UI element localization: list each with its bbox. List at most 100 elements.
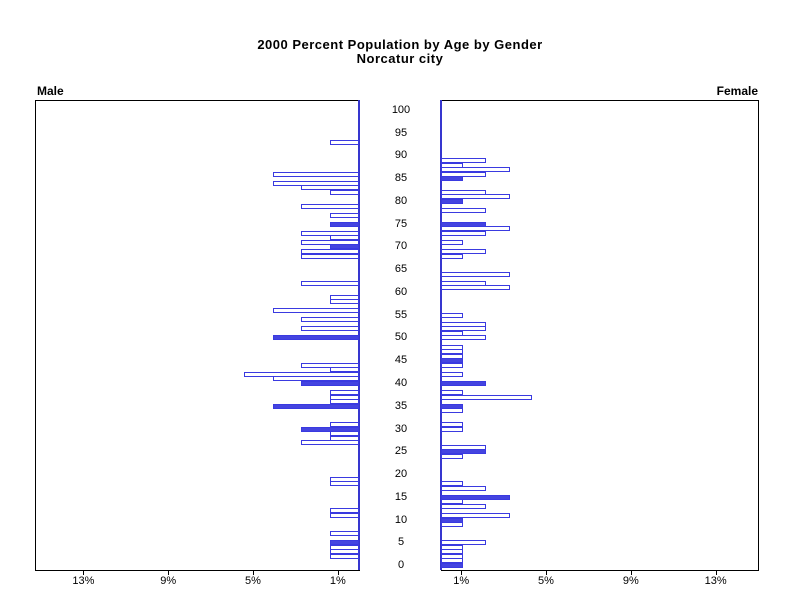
male-center-axis-line (358, 100, 360, 570)
female-bar-age-24 (441, 453, 463, 459)
female-bar-age-45 (441, 358, 463, 364)
female-axis-label-5: 5% (538, 575, 554, 587)
age-axis-label-5: 5 (397, 536, 405, 549)
female-bar-age-42 (441, 371, 463, 377)
male-axis-label-9: 9% (160, 575, 177, 587)
male-axis-tick-5 (253, 570, 254, 575)
female-axis-tick-5 (546, 570, 547, 575)
female-bar-age-15 (441, 494, 510, 500)
age-axis-label-90: 90 (394, 149, 408, 162)
age-axis-label-50: 50 (394, 331, 408, 344)
age-axis-label-30: 30 (394, 422, 408, 435)
male-axis-label-13: 13% (72, 575, 95, 587)
age-axis-label-65: 65 (394, 263, 408, 276)
female-bar-age-61 (441, 285, 510, 291)
female-axis-label-1: 1% (453, 575, 470, 587)
male-bar-age-5 (330, 540, 359, 546)
female-bar-age-74 (441, 226, 510, 232)
female-axis-label-9: 9% (622, 575, 639, 587)
male-bar-age-18 (330, 481, 359, 487)
age-axis-label-75: 75 (394, 217, 408, 230)
male-bar-age-50 (273, 335, 359, 341)
female-axis-label-13: 13% (704, 575, 727, 587)
female-bar-age-3 (441, 549, 463, 555)
female-bar-age-86 (441, 171, 486, 177)
male-panel-label: Male (37, 84, 64, 98)
male-bar-age-68 (301, 253, 359, 259)
female-panel-frame (441, 100, 759, 571)
age-axis-label-0: 0 (397, 559, 405, 571)
age-axis-label-10: 10 (394, 513, 408, 526)
female-bar-age-30 (441, 426, 463, 432)
male-axis-label-1: 1% (329, 575, 346, 587)
female-bar-age-88 (441, 162, 463, 168)
male-bar-age-27 (301, 440, 359, 446)
male-bar-age-86 (273, 171, 359, 177)
female-bar-age-80 (441, 198, 463, 204)
age-axis-label-70: 70 (394, 240, 408, 253)
male-bar-age-52 (301, 326, 359, 332)
female-bar-age-85 (441, 176, 463, 182)
female-panel-label: Female (716, 84, 758, 98)
male-bar-age-7 (330, 531, 359, 537)
age-axis-label-60: 60 (394, 285, 408, 298)
female-bar-age-40 (441, 381, 486, 386)
male-bar-age-31 (330, 421, 359, 427)
male-axis-tick-9 (168, 570, 170, 575)
male-bar-age-40 (301, 381, 359, 386)
male-bar-age-29 (330, 431, 359, 436)
female-bar-age-82 (441, 189, 486, 195)
female-bar-age-5 (441, 540, 486, 546)
female-axis-tick-9 (630, 570, 632, 575)
female-bar-age-78 (441, 208, 486, 213)
male-bar-age-82 (330, 189, 359, 195)
female-bar-age-81 (441, 194, 510, 200)
male-bar-age-3 (330, 549, 359, 555)
male-bar-age-75 (330, 221, 359, 227)
male-bar-age-62 (301, 280, 359, 286)
female-bar-age-62 (441, 280, 486, 286)
male-bar-age-77 (330, 212, 359, 218)
female-bar-age-35 (441, 403, 463, 409)
female-bar-age-25 (441, 449, 486, 455)
age-axis-label-80: 80 (394, 194, 408, 207)
age-axis-label-45: 45 (394, 354, 408, 367)
female-bar-age-47 (441, 349, 463, 355)
male-bar-age-58 (330, 299, 359, 304)
female-bar-age-34 (441, 408, 463, 414)
male-bar-age-79 (301, 203, 359, 209)
female-bar-age-44 (441, 362, 463, 368)
male-bar-age-93 (330, 139, 359, 145)
female-bar-age-55 (441, 312, 463, 318)
male-bar-age-35 (273, 403, 359, 409)
male-bar-age-72 (330, 235, 359, 241)
female-bar-age-11 (441, 512, 510, 518)
female-bar-age-13 (441, 503, 486, 509)
male-axis-label-5: 5% (245, 575, 261, 587)
female-bar-age-89 (441, 158, 486, 163)
female-bar-age-31 (441, 421, 463, 427)
female-bar-age-37 (441, 394, 532, 400)
age-axis-label-85: 85 (394, 172, 408, 185)
female-bar-age-73 (441, 230, 486, 236)
male-panel-frame (35, 100, 360, 571)
male-bar-age-11 (330, 512, 359, 518)
female-bar-age-68 (441, 253, 463, 259)
female-bar-age-69 (441, 249, 486, 254)
age-axis-label-55: 55 (394, 308, 408, 321)
female-axis-tick-13 (715, 570, 717, 575)
age-axis-label-95: 95 (394, 126, 408, 139)
age-axis-label-40: 40 (394, 377, 408, 389)
age-axis-label-100: 100 (391, 103, 411, 116)
male-bar-age-41 (273, 376, 359, 382)
female-bar-age-52 (441, 326, 486, 332)
female-bar-age-0 (441, 563, 463, 568)
age-axis-label-20: 20 (394, 468, 408, 480)
male-bar-age-56 (273, 308, 359, 314)
female-bar-age-1 (441, 558, 463, 564)
male-bar-age-54 (301, 317, 359, 323)
age-axis-label-35: 35 (394, 399, 408, 412)
male-bar-age-43 (330, 367, 359, 373)
male-bar-age-84 (273, 180, 359, 186)
